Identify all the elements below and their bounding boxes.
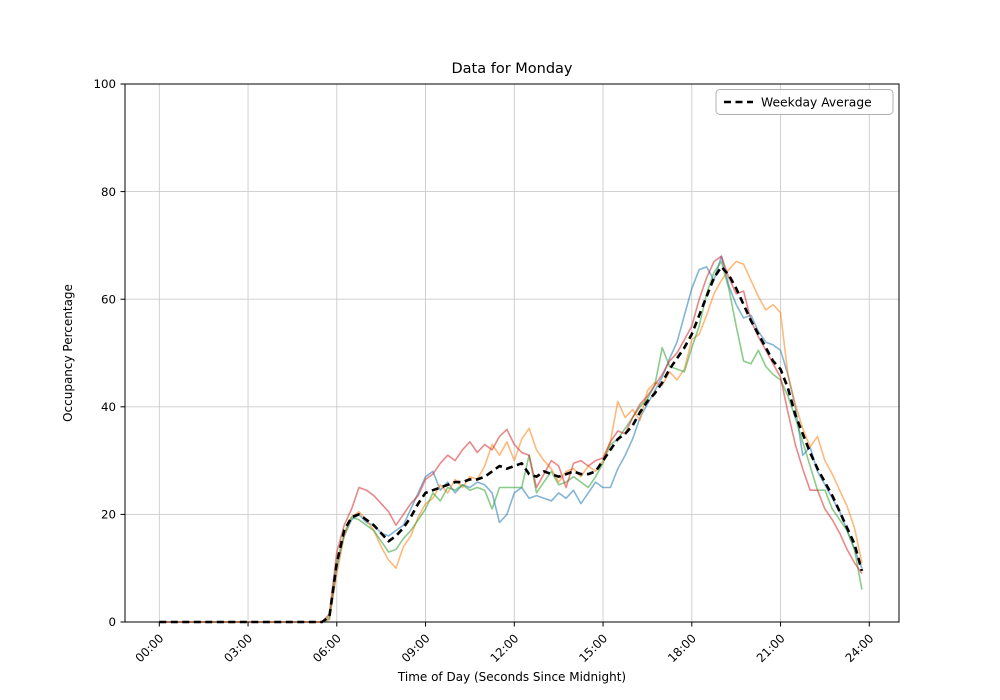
y-tick-label: 0 — [108, 615, 116, 629]
y-tick-label: 80 — [101, 185, 116, 199]
x-tick-label: 09:00 — [399, 631, 433, 665]
x-tick-label: 03:00 — [221, 631, 255, 665]
y-tick-label: 100 — [93, 77, 116, 91]
series-lines — [159, 255, 864, 624]
y-tick-label: 60 — [101, 292, 116, 306]
series-1-line — [159, 255, 863, 623]
chart-title: Data for Monday — [451, 61, 572, 77]
y-tick-label: 20 — [101, 508, 116, 522]
x-tick-label: 12:00 — [487, 631, 521, 665]
x-tick-label: 06:00 — [310, 631, 344, 665]
legend-box — [715, 89, 894, 115]
series-2-line — [159, 260, 863, 623]
y-axis-label: Occupancy Percentage — [61, 284, 75, 422]
y-tick-label: 40 — [101, 400, 116, 414]
series-4-line — [159, 255, 863, 623]
x-tick-label: 15:00 — [576, 631, 610, 665]
x-axis-label: Time of Day (Seconds Since Midnight) — [397, 670, 626, 684]
plot-border — [124, 83, 900, 623]
series-3-line — [159, 260, 863, 623]
legend: Weekday Average — [715, 89, 894, 115]
x-tick-label: 21:00 — [754, 631, 788, 665]
x-tick-label: 18:00 — [665, 631, 699, 665]
x-tick-label: 24:00 — [842, 631, 876, 665]
grid-lines — [125, 83, 899, 623]
legend-label: Weekday Average — [761, 96, 872, 110]
axis-ticks: 00:00 03:00 06:00 09:00 12:00 15:00 18:00 21:00… — [93, 77, 876, 665]
x-tick-label: 00:00 — [132, 631, 166, 665]
weekday-average-line — [159, 265, 864, 624]
